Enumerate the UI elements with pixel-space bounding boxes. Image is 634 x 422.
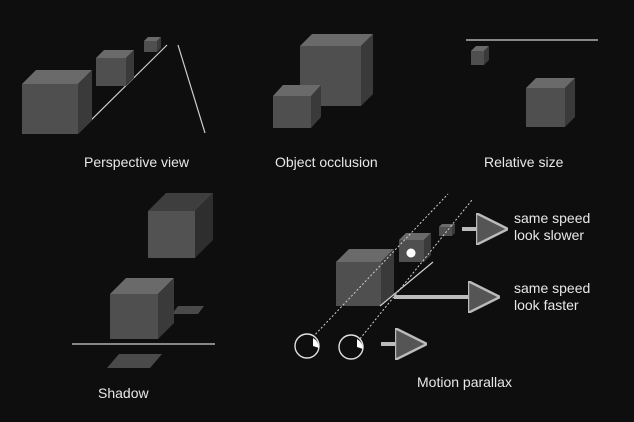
occlusion-cube-back	[300, 34, 373, 106]
perspective-cube-large	[22, 70, 92, 134]
sight-line-right-eye	[354, 199, 473, 346]
label-slower-line2: look slower	[514, 227, 585, 243]
label-relative-size: Relative size	[484, 154, 564, 170]
label-faster-line1: same speed	[514, 280, 591, 296]
label-slower-line1: same speed	[514, 210, 591, 226]
motion-parallax-figure	[294, 193, 500, 360]
occlusion-cube-front	[273, 85, 321, 128]
label-motion-parallax: Motion parallax	[417, 374, 512, 390]
label-shadow: Shadow	[98, 385, 149, 401]
object-occlusion-figure	[273, 34, 373, 128]
shadow-figure	[72, 193, 215, 368]
sight-line-left-eye	[309, 193, 449, 341]
relative-size-figure	[466, 39, 598, 127]
perspective-line-right	[177, 44, 206, 134]
label-faster-line2: look faster	[514, 297, 579, 313]
grounded-cube-shadow	[107, 354, 162, 368]
parallax-cube-near	[336, 249, 394, 306]
shadow-cube-grounded	[110, 278, 174, 339]
right-eye-icon	[338, 334, 364, 360]
label-perspective-view: Perspective view	[84, 154, 190, 170]
parallax-ground-line	[379, 261, 434, 307]
perspective-cube-small	[144, 37, 161, 52]
parallax-cube-far	[439, 224, 455, 236]
left-eye-icon	[294, 333, 320, 359]
floating-cube-shadow	[172, 306, 204, 314]
perspective-line-left	[77, 44, 168, 134]
label-object-occlusion: Object occlusion	[275, 154, 378, 170]
relative-size-cube-large	[526, 78, 575, 127]
relative-size-cube-small	[471, 46, 489, 65]
perspective-cube-medium	[96, 50, 134, 86]
fixation-point	[406, 248, 416, 258]
shadow-cube-floating	[148, 193, 213, 258]
perspective-view-figure	[22, 37, 206, 134]
parallax-cube-mid	[399, 233, 431, 262]
